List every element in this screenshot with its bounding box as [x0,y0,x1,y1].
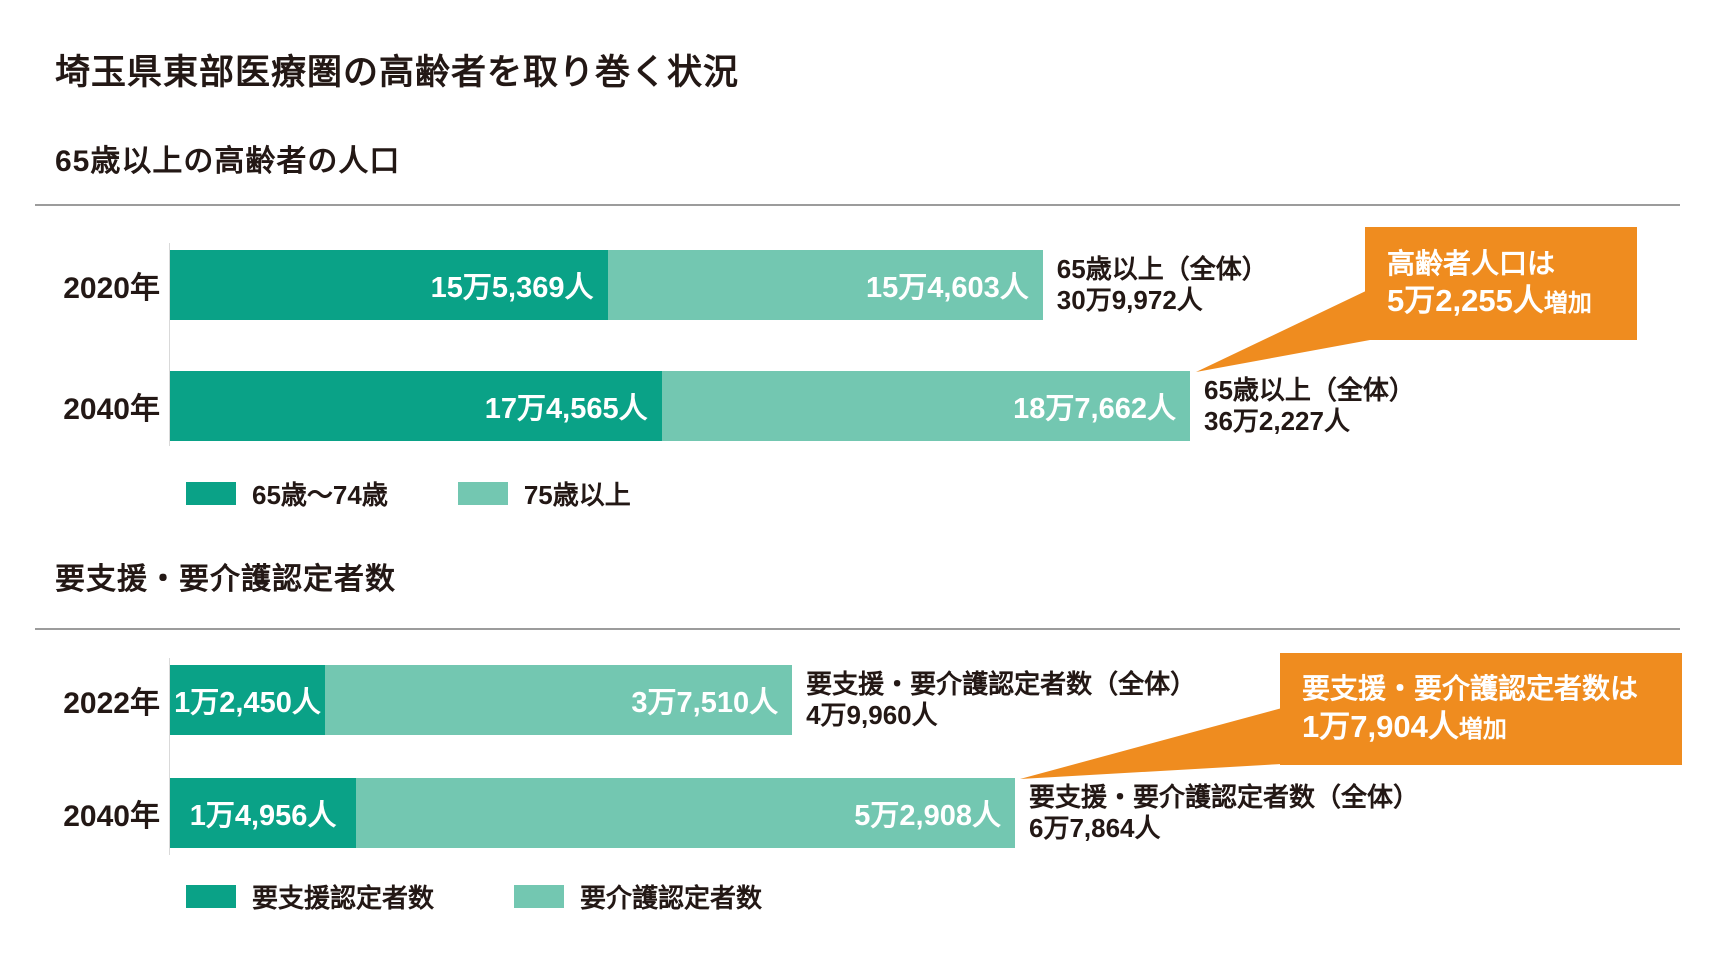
callout-tail [1020,708,1282,779]
bar-value-label: 15万4,603人 [865,272,1029,304]
section-divider-line [35,628,1680,630]
chart2-axis-line [169,658,170,855]
callout-text: 要支援・要介護認定者数は [1302,673,1639,705]
chart1-title: 65歳以上の高齢者の人口 [55,145,401,178]
bar-value-label: 1万4,956人 [189,800,337,832]
total-caption: 65歳以上（全体） [1203,374,1415,405]
chart2-row-2040: 2040年 1万4,956人 5万2,908人 要支援・要介護認定者数（全体） … [0,778,1419,848]
bar-value-label: 15万5,369人 [430,272,594,304]
callout-text: 高齢者人口は [1387,247,1556,279]
year-label: 2040年 [63,393,160,426]
bar-segment-age65-74-2020: 15万5,369人 [170,250,608,320]
legend-swatch-dark-green [186,482,236,505]
legend-swatch-light-green [457,482,508,505]
legend-item: 65歳〜74歳 [186,475,388,512]
legend-label: 65歳〜74歳 [252,480,388,510]
annotation-callout-population: 高齢者人口は 5万2,255人増加 [1365,227,1637,340]
total-caption: 要支援・要介護認定者数（全体） [806,668,1197,699]
total-caption: 要支援・要介護認定者数（全体） [1028,781,1419,812]
bar-value-label: 3万7,510人 [631,687,779,719]
chart2-row-2022: 2022年 1万2,450人 3万7,510人 要支援・要介護認定者数（全体） … [0,665,1196,735]
year-label: 2022年 [63,687,160,720]
callout-tail [1196,289,1370,372]
chart1-axis-line [169,243,170,446]
legend-label: 要支援認定者数 [252,883,435,913]
legend-item: 75歳以上 [457,475,631,512]
bar-segment-support-2040: 1万4,956人 [170,778,357,848]
bar-value-label: 18万7,662人 [1013,393,1176,425]
stacked-bar-2022: 1万2,450人 3万7,510人 [170,665,793,735]
bar-total-2022: 要支援・要介護認定者数（全体） 4万9,960人 [806,669,1196,731]
legend-item: 要支援認定者数 [186,878,434,915]
chart1-row-2020: 2020年 15万5,369人 15万4,603人 65歳以上（全体） 30万9… [0,250,1268,320]
bar-total-2040: 65歳以上（全体） 36万2,227人 [1204,375,1415,437]
page-title: 埼玉県東部医療圏の高齢者を取り巻く状況 [55,53,740,92]
bar-value-label: 1万2,450人 [174,687,321,719]
total-caption: 65歳以上（全体） [1056,253,1268,284]
total-value: 6万7,864人 [1028,813,1161,843]
bar-segment-care-2022: 3万7,510人 [325,665,793,735]
stacked-bar-2040: 1万4,956人 5万2,908人 [170,778,1015,848]
stacked-bar-2020: 15万5,369人 15万4,603人 [170,250,1043,320]
year-label: 2020年 [63,272,160,305]
total-value: 4万9,960人 [806,700,938,730]
callout-value: 1万7,904人増加 [1302,708,1507,744]
legend-label: 要介護認定者数 [580,883,763,913]
year-label: 2040年 [63,800,160,833]
section-divider-line [35,204,1680,206]
bar-segment-support-2022: 1万2,450人 [170,665,325,735]
bar-segment-care-2040: 5万2,908人 [356,778,1015,848]
legend-label: 75歳以上 [523,480,631,510]
legend-swatch-dark-green [186,885,236,908]
bar-segment-age75plus-2040: 18万7,662人 [661,371,1190,441]
total-value: 36万2,227人 [1203,406,1350,436]
chart2-legend: 要支援認定者数 要介護認定者数 [186,878,762,915]
bar-value-label: 17万4,565人 [484,393,648,425]
annotation-callout-certified: 要支援・要介護認定者数は 1万7,904人増加 [1280,653,1682,765]
callout-value: 5万2,255人増加 [1387,283,1592,319]
bar-total-2020: 65歳以上（全体） 30万9,972人 [1057,254,1268,316]
chart1-row-2040: 2040年 17万4,565人 18万7,662人 65歳以上（全体） 36万2… [0,371,1415,441]
legend-swatch-light-green [514,885,565,908]
bar-total-2040: 要支援・要介護認定者数（全体） 6万7,864人 [1029,782,1419,844]
chart2-title: 要支援・要介護認定者数 [55,563,396,596]
bar-value-label: 5万2,908人 [854,800,1001,832]
bar-segment-age65-74-2040: 17万4,565人 [170,371,662,441]
legend-item: 要介護認定者数 [514,878,762,915]
bar-segment-age75plus-2020: 15万4,603人 [607,250,1043,320]
stacked-bar-2040: 17万4,565人 18万7,662人 [170,371,1190,441]
total-value: 30万9,972人 [1056,285,1203,315]
chart1-legend: 65歳〜74歳 75歳以上 [186,475,631,512]
